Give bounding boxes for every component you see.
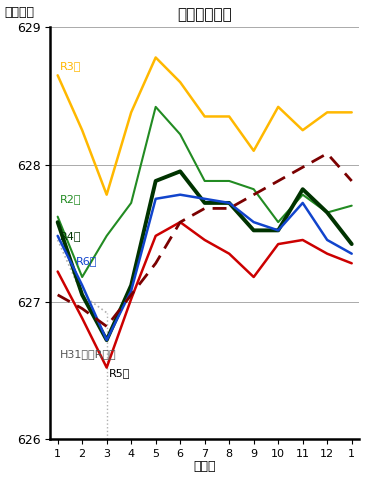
Text: R6年: R6年 (76, 255, 97, 265)
Text: R5年: R5年 (109, 368, 130, 378)
Y-axis label: （万人）: （万人） (4, 6, 34, 19)
Text: H31年・R元年: H31年・R元年 (60, 349, 116, 359)
Text: R3年: R3年 (60, 60, 81, 71)
Title: 月別人口推移: 月別人口推移 (177, 7, 232, 22)
Text: R4年: R4年 (60, 231, 81, 241)
Text: R2年: R2年 (60, 194, 81, 204)
X-axis label: （月）: （月） (194, 460, 216, 473)
